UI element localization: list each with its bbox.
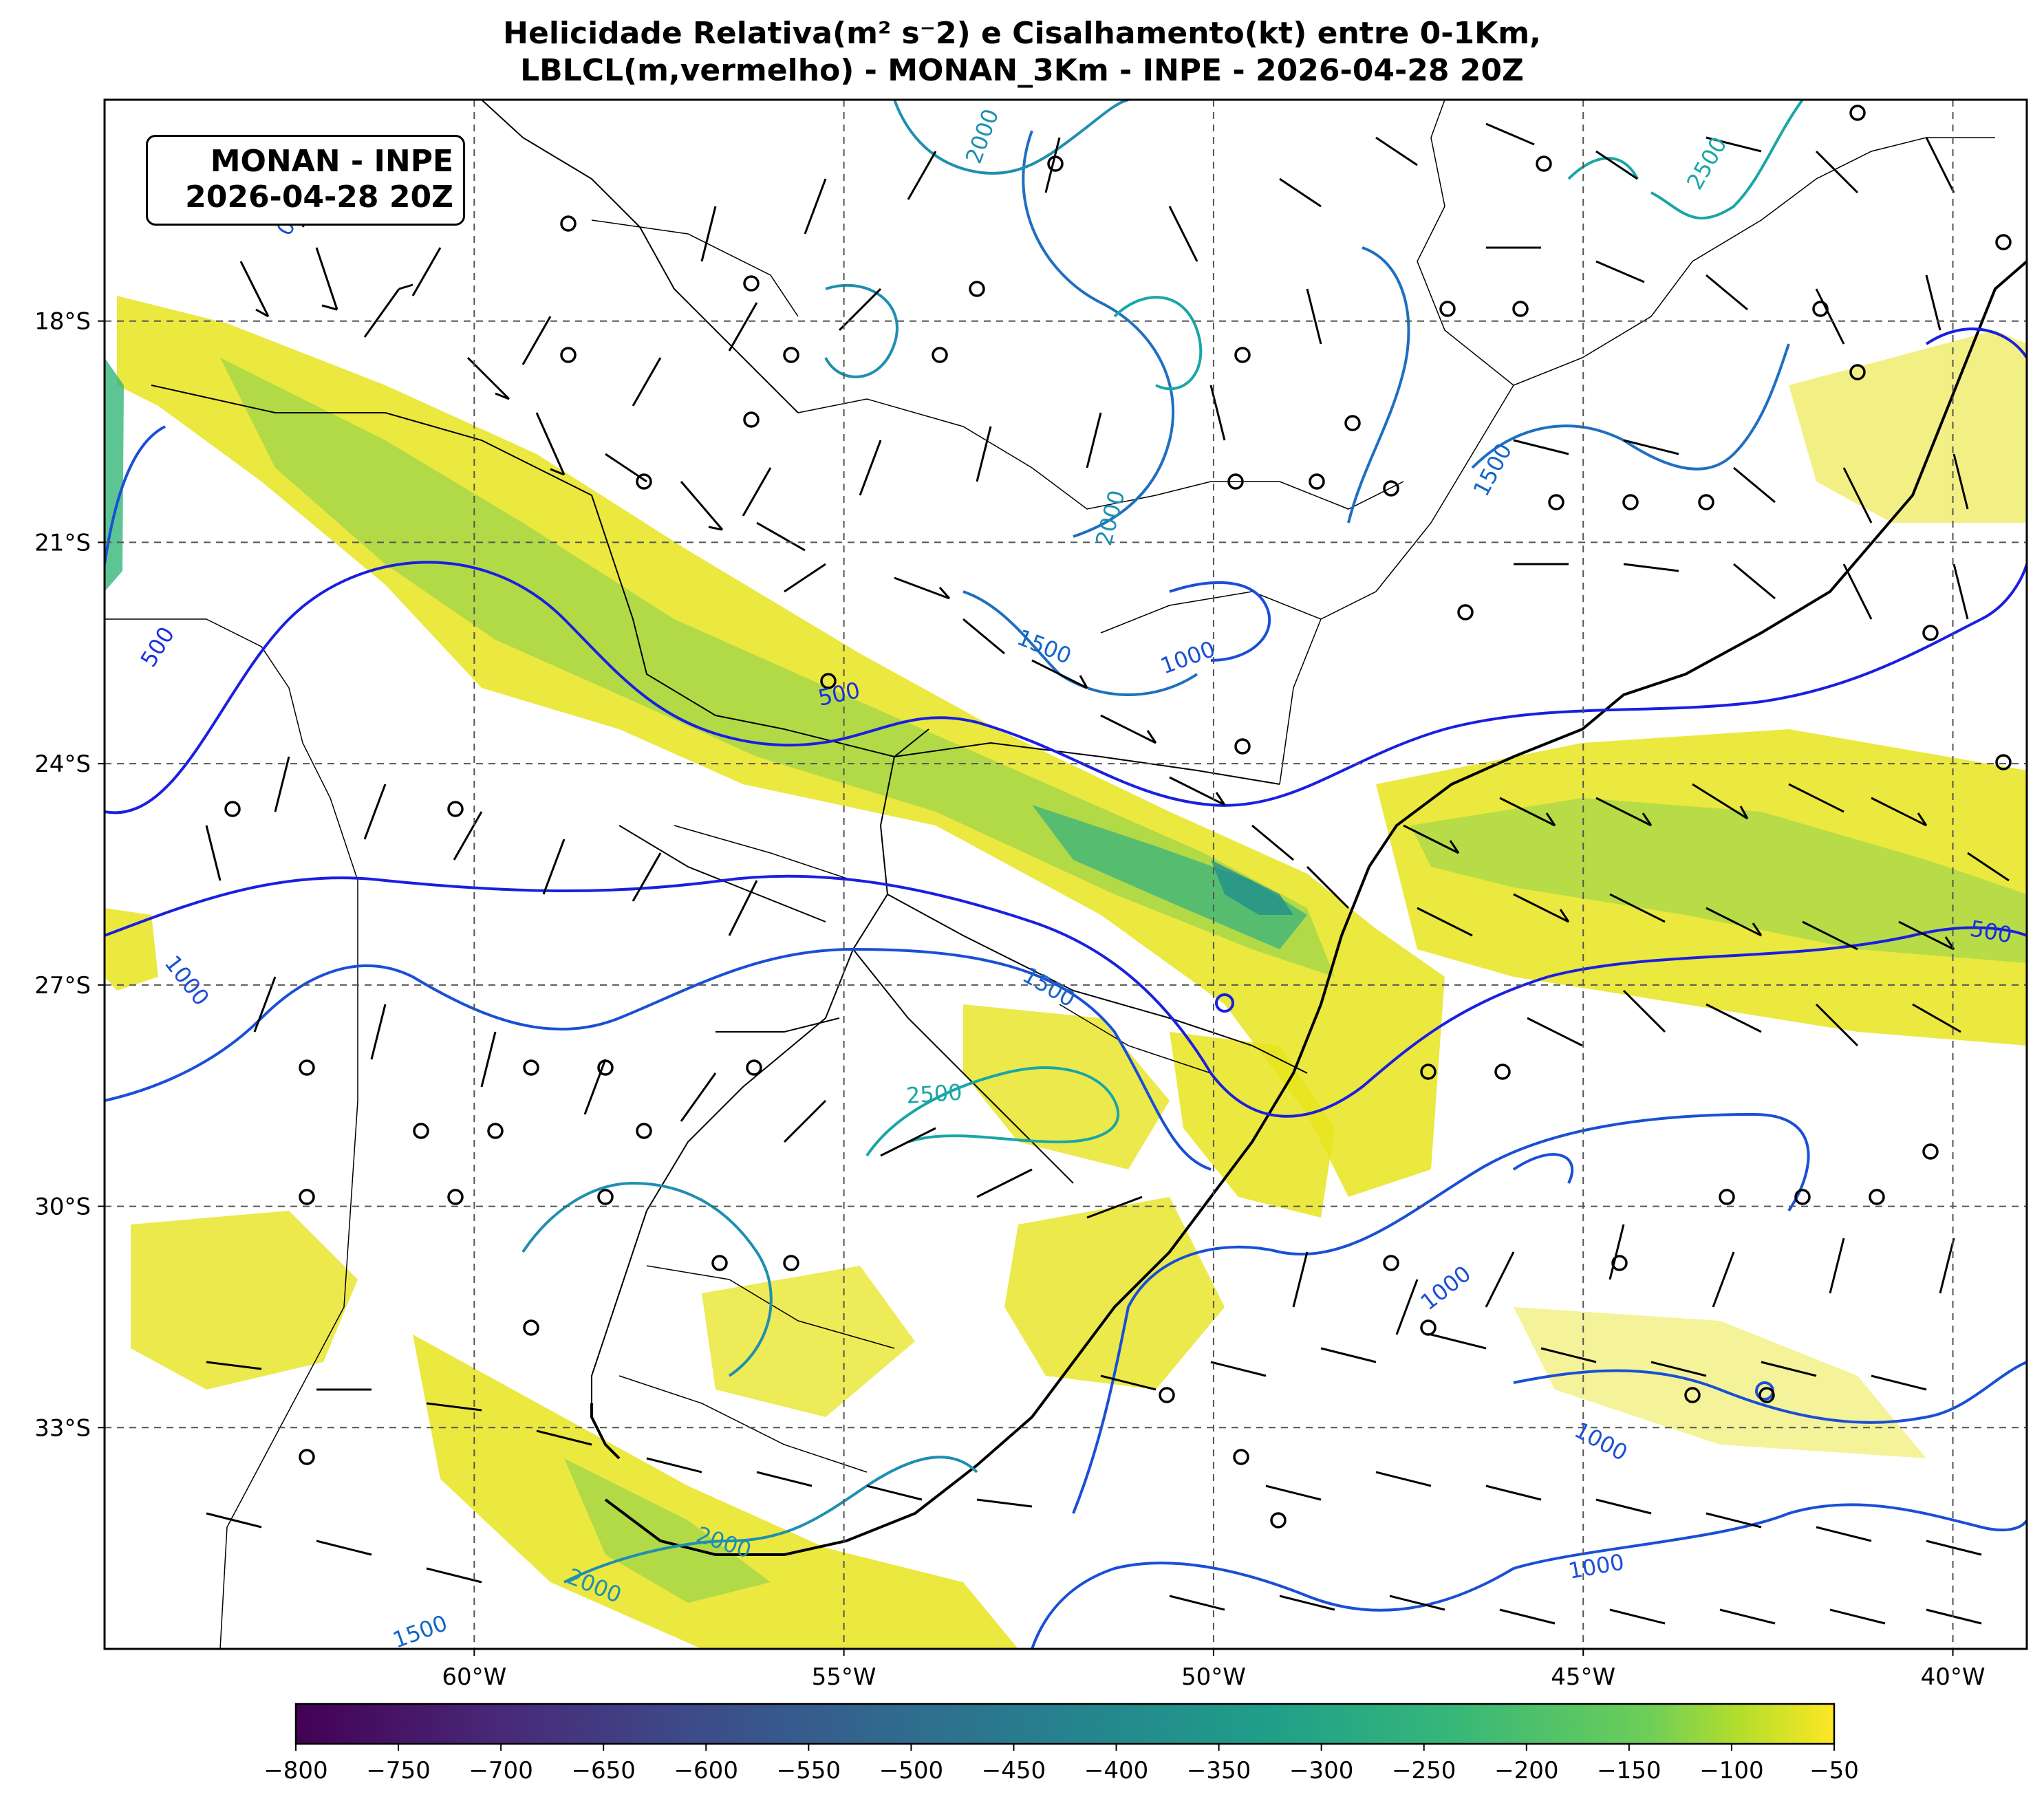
colorbar-tick-label: −800 <box>263 1757 327 1784</box>
colorbar: −800 −750 −700 −650 −600 −550 −500 −450 −400 −350… <box>263 1703 1859 1784</box>
lat-tick-label: 27°S <box>34 972 91 1000</box>
colorbar-tick-label: −750 <box>366 1757 430 1784</box>
colorbar-tick-label: −350 <box>1187 1757 1251 1784</box>
lon-tick-label: 50°W <box>1181 1663 1246 1691</box>
calm-wind-circles <box>224 105 2012 1529</box>
gridlines <box>105 100 2027 1649</box>
colorbar-tick-label: −100 <box>1699 1757 1763 1784</box>
map-title: Helicidade Relativa(m² s⁻2) e Cisalhamen… <box>0 15 2044 89</box>
lon-tick-label: 45°W <box>1551 1663 1615 1691</box>
colorbar-tick-label: −400 <box>1084 1757 1148 1784</box>
helicity-shading <box>105 296 2027 1649</box>
colorbar-tick-label: −50 <box>1809 1757 1859 1784</box>
longitude-ticks: 60°W 55°W 50°W 45°W 40°W <box>442 1649 1985 1691</box>
colorbar-tick-label: −250 <box>1392 1757 1456 1784</box>
lat-tick-label: 33°S <box>34 1414 91 1442</box>
colorbar-tick-label: −650 <box>572 1757 636 1784</box>
colorbar-tick-label: −200 <box>1494 1757 1558 1784</box>
colorbar-tick-label: −550 <box>777 1757 841 1784</box>
lat-tick-label: 24°S <box>34 751 91 778</box>
colorbar-tick-label: −700 <box>469 1757 532 1784</box>
title-line-2: LBLCL(m,vermelho) - MONAN_3Km - INPE - 2… <box>520 53 1524 88</box>
lon-tick-label: 40°W <box>1921 1663 1986 1691</box>
colorbar-ticks: −800 −750 −700 −650 −600 −550 −500 −450 −400 −350… <box>263 1744 1859 1784</box>
colorbar-gradient <box>294 1703 1836 1745</box>
lon-tick-label: 55°W <box>812 1663 876 1691</box>
info-line-2: 2026-04-28 20Z <box>185 180 453 215</box>
lat-tick-label: 21°S <box>34 529 91 557</box>
title-line-1: Helicidade Relativa(m² s⁻2) e Cisalhamen… <box>503 16 1541 51</box>
political-boundaries <box>105 100 2027 1649</box>
contour-label: 2500 <box>905 1079 963 1109</box>
model-info-box: MONAN - INPE 2026-04-28 20Z <box>146 135 465 226</box>
colorbar-tick-label: −600 <box>674 1757 738 1784</box>
map-frame <box>103 98 2028 1650</box>
lat-tick-label: 18°S <box>34 308 91 336</box>
colorbar-tick-label: −450 <box>982 1757 1046 1784</box>
lon-tick-label: 60°W <box>442 1663 506 1691</box>
info-line-1: MONAN - INPE <box>210 144 453 179</box>
colorbar-tick-label: −500 <box>879 1757 943 1784</box>
lat-tick-label: 30°S <box>34 1194 91 1221</box>
colorbar-tick-label: −150 <box>1597 1757 1661 1784</box>
latitude-ticks: 18°S 21°S 24°S 27°S 30°S 33°S <box>34 308 105 1442</box>
colorbar-tick-label: −300 <box>1289 1757 1353 1784</box>
